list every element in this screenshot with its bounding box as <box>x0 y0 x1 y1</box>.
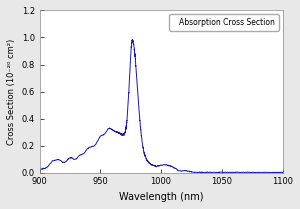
Legend: Absorption Cross Section: Absorption Cross Section <box>169 14 279 31</box>
Y-axis label: Cross Section (10⁻²⁰ cm²): Cross Section (10⁻²⁰ cm²) <box>7 38 16 145</box>
X-axis label: Wavelength (nm): Wavelength (nm) <box>119 192 203 202</box>
